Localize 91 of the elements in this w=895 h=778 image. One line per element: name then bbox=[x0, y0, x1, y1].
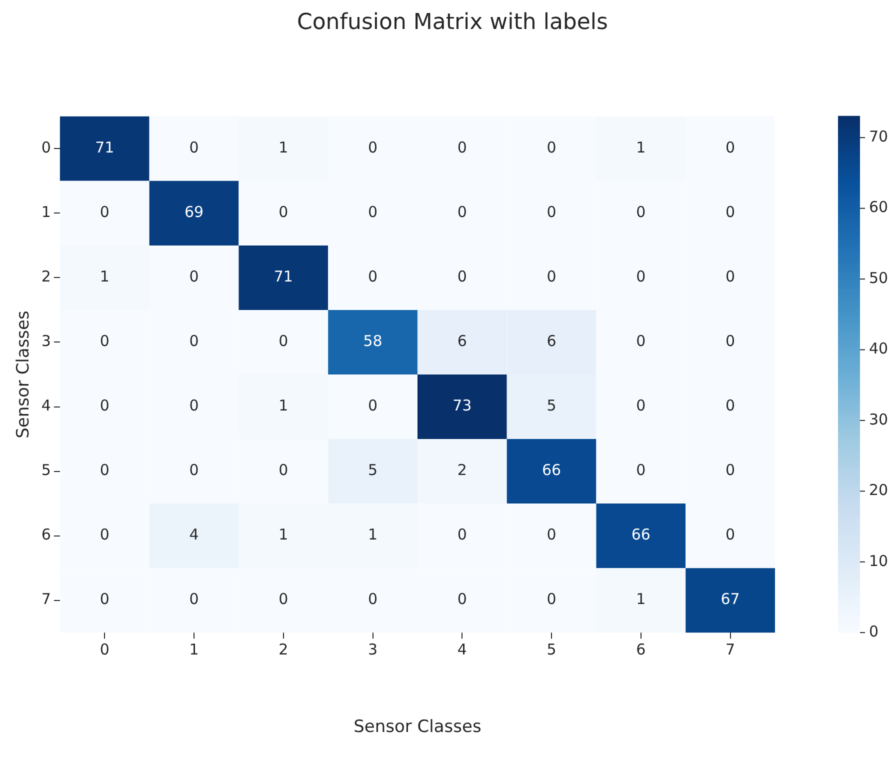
data-label: 1 bbox=[636, 138, 646, 157]
data-label: 66 bbox=[542, 461, 562, 480]
x-axis-title: Sensor Classes bbox=[354, 717, 482, 738]
data-label: 0 bbox=[100, 396, 110, 415]
x-tick-label: 2 bbox=[278, 640, 288, 658]
data-label: 1 bbox=[100, 268, 110, 286]
data-label: 0 bbox=[726, 138, 736, 157]
data-label: 0 bbox=[457, 203, 467, 222]
y-tick-label: 4 bbox=[41, 396, 51, 415]
color-bar-label: 40 bbox=[869, 340, 888, 358]
data-label: 0 bbox=[546, 590, 556, 608]
data-label: 73 bbox=[452, 396, 472, 415]
y-tick-label: 7 bbox=[41, 590, 51, 608]
chart-title: Confusion Matrix with labels bbox=[296, 10, 608, 35]
color-bar-label: 70 bbox=[869, 128, 888, 146]
data-label: 0 bbox=[278, 461, 288, 480]
y-axis-title: Sensor Classes bbox=[14, 310, 34, 438]
data-label: 0 bbox=[368, 396, 378, 415]
data-label: 0 bbox=[636, 268, 646, 286]
data-label: 0 bbox=[100, 332, 110, 350]
data-label: 0 bbox=[368, 268, 378, 286]
data-label: 0 bbox=[546, 203, 556, 222]
color-bar-label: 20 bbox=[869, 481, 888, 500]
data-label: 0 bbox=[726, 461, 736, 480]
data-label: 66 bbox=[631, 526, 650, 544]
data-label: 0 bbox=[457, 138, 467, 157]
data-label: 0 bbox=[189, 138, 199, 157]
data-label: 2 bbox=[457, 461, 467, 480]
data-label: 0 bbox=[636, 332, 646, 350]
data-label: 67 bbox=[720, 590, 740, 608]
data-label: 0 bbox=[368, 203, 378, 222]
color-bar-label: 0 bbox=[869, 622, 879, 640]
y-tick-label: 5 bbox=[41, 461, 51, 480]
data-label: 69 bbox=[184, 203, 204, 222]
x-tick-label: 7 bbox=[726, 640, 736, 658]
data-label: 0 bbox=[189, 268, 199, 286]
data-label: 6 bbox=[457, 332, 467, 350]
data-label: 0 bbox=[100, 203, 110, 222]
data-label: 5 bbox=[368, 461, 378, 480]
data-label: 0 bbox=[100, 461, 110, 480]
x-tick-label: 6 bbox=[636, 640, 646, 658]
data-label: 0 bbox=[726, 268, 736, 286]
color-bar-label: 60 bbox=[869, 198, 888, 216]
data-label: 1 bbox=[278, 138, 288, 157]
data-label: 6 bbox=[546, 332, 556, 350]
data-label: 1 bbox=[278, 396, 288, 415]
data-label: 0 bbox=[278, 203, 288, 222]
data-label: 0 bbox=[189, 590, 199, 608]
data-label: 0 bbox=[726, 526, 736, 544]
data-label: 0 bbox=[100, 590, 110, 608]
data-label: 0 bbox=[726, 396, 736, 415]
data-label: 71 bbox=[95, 138, 114, 157]
color-bar-label: 30 bbox=[869, 410, 888, 428]
data-label: 0 bbox=[278, 590, 288, 608]
data-label: 5 bbox=[546, 396, 556, 415]
data-label: 0 bbox=[636, 396, 646, 415]
data-label: 0 bbox=[278, 332, 288, 350]
x-tick-label: 1 bbox=[189, 640, 199, 658]
data-label: 0 bbox=[636, 203, 646, 222]
y-tick-label: 3 bbox=[41, 332, 51, 350]
x-tick-label: 5 bbox=[546, 640, 556, 658]
data-label: 0 bbox=[546, 526, 556, 544]
data-label: 0 bbox=[546, 138, 556, 157]
data-label: 0 bbox=[189, 461, 199, 480]
x-tick-label: 4 bbox=[457, 640, 467, 658]
data-label: 0 bbox=[636, 461, 646, 480]
x-tick-label: 0 bbox=[100, 640, 110, 658]
data-label: 0 bbox=[368, 138, 378, 157]
y-tick-label: 6 bbox=[41, 526, 51, 544]
data-label: 1 bbox=[636, 590, 646, 608]
data-label: 0 bbox=[189, 332, 199, 350]
data-label: 0 bbox=[726, 203, 736, 222]
color-bar-label: 50 bbox=[869, 268, 888, 287]
data-label: 71 bbox=[274, 268, 293, 286]
data-label: 0 bbox=[189, 396, 199, 415]
data-label: 1 bbox=[278, 526, 288, 544]
data-label: 0 bbox=[726, 332, 736, 350]
data-label: 0 bbox=[457, 268, 467, 286]
data-label: 4 bbox=[189, 526, 199, 544]
data-label: 58 bbox=[363, 332, 382, 350]
data-label: 0 bbox=[368, 590, 378, 608]
x-tick-label: 3 bbox=[368, 640, 378, 658]
data-label: 0 bbox=[457, 526, 467, 544]
data-label: 1 bbox=[368, 526, 378, 544]
data-label: 0 bbox=[457, 590, 467, 608]
y-tick-label: 0 bbox=[41, 138, 51, 157]
color-bar-label: 10 bbox=[869, 552, 888, 570]
y-tick-label: 2 bbox=[41, 268, 51, 286]
y-tick-label: 1 bbox=[41, 203, 51, 222]
data-label: 0 bbox=[546, 268, 556, 286]
data-label: 0 bbox=[100, 526, 110, 544]
